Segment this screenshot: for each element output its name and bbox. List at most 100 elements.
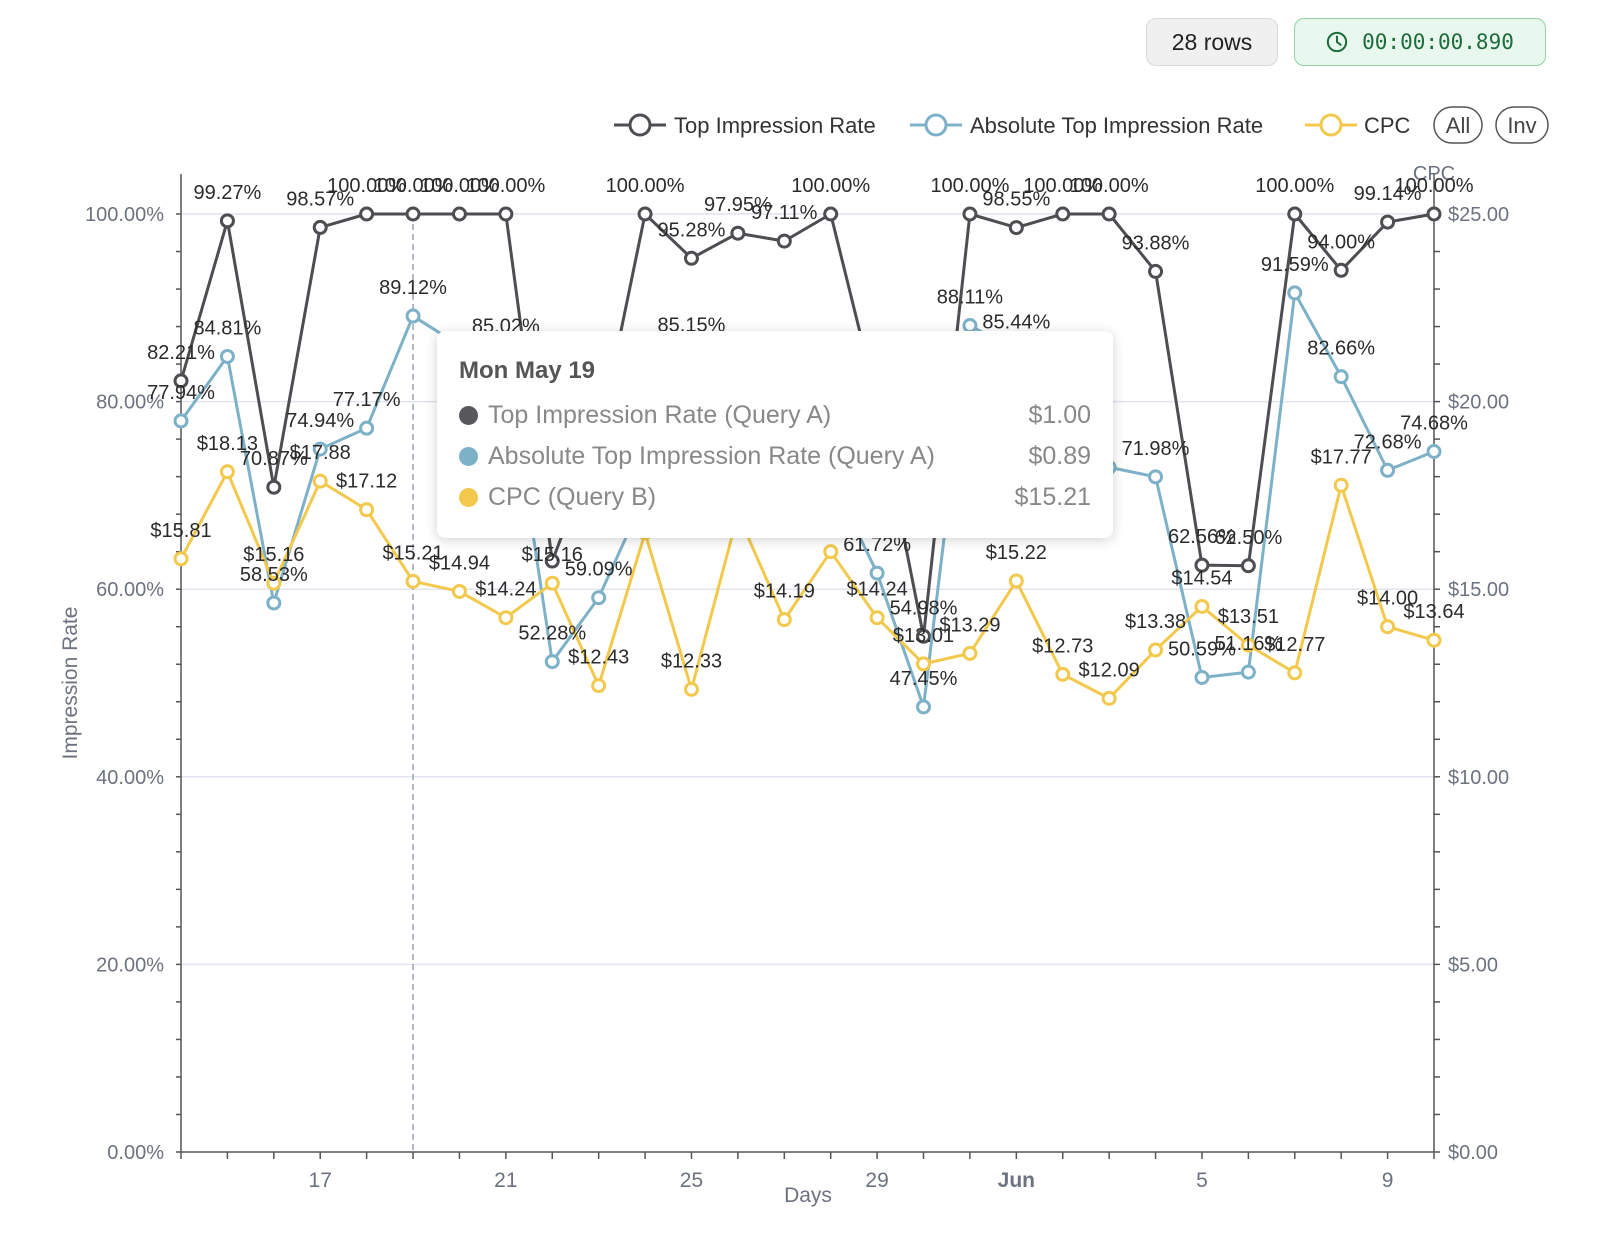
data-point[interactable] <box>591 590 607 606</box>
data-point[interactable] <box>1333 262 1349 278</box>
data-point[interactable] <box>1333 477 1349 493</box>
data-point[interactable] <box>544 553 560 569</box>
data-point[interactable] <box>1333 369 1349 385</box>
legend-all-button[interactable]: All <box>1433 106 1483 144</box>
data-point[interactable] <box>869 565 885 581</box>
legend-item[interactable]: CPC <box>1305 113 1411 138</box>
clock-icon <box>1326 31 1348 53</box>
data-point[interactable] <box>266 479 282 495</box>
legend-item[interactable]: Top Impression Rate <box>614 113 876 138</box>
data-point[interactable] <box>1240 558 1256 574</box>
y-tick-label: 40.00% <box>96 767 164 789</box>
data-point[interactable] <box>962 206 978 222</box>
data-point[interactable] <box>916 656 932 672</box>
data-point[interactable] <box>1240 664 1256 680</box>
data-point[interactable] <box>823 544 839 560</box>
data-point[interactable] <box>219 213 235 229</box>
tooltip-dot <box>459 406 478 425</box>
data-label: 74.68% <box>1400 413 1468 435</box>
timer-label: 00:00:00.890 <box>1362 30 1514 54</box>
data-point[interactable] <box>683 681 699 697</box>
data-point[interactable] <box>869 610 885 626</box>
data-point[interactable] <box>1380 619 1396 635</box>
data-point[interactable] <box>591 678 607 694</box>
data-point[interactable] <box>451 583 467 599</box>
data-point[interactable] <box>173 413 189 429</box>
data-point[interactable] <box>544 654 560 670</box>
data-point[interactable] <box>916 699 932 715</box>
data-label: $14.00 <box>1357 588 1418 610</box>
data-point[interactable] <box>962 318 978 334</box>
data-point[interactable] <box>776 612 792 628</box>
data-point[interactable] <box>1055 206 1071 222</box>
data-point[interactable] <box>1148 263 1164 279</box>
data-point[interactable] <box>1148 469 1164 485</box>
data-label: $12.73 <box>1032 635 1093 657</box>
data-point[interactable] <box>1426 206 1442 222</box>
legend-inv-button[interactable]: Inv <box>1495 106 1549 144</box>
data-point[interactable] <box>312 219 328 235</box>
data-point[interactable] <box>683 250 699 266</box>
data-point[interactable] <box>219 464 235 480</box>
data-point[interactable] <box>498 206 514 222</box>
data-point[interactable] <box>1240 637 1256 653</box>
data-point[interactable] <box>1426 632 1442 648</box>
data-point[interactable] <box>730 225 746 241</box>
data-point[interactable] <box>544 575 560 591</box>
data-point[interactable] <box>405 206 421 222</box>
data-point[interactable] <box>1380 214 1396 230</box>
y-tick-label: 100.00% <box>85 204 164 226</box>
tooltip-dot <box>459 488 478 507</box>
data-point[interactable] <box>1287 285 1303 301</box>
data-point[interactable] <box>1194 557 1210 573</box>
data-label: 52.28% <box>518 623 586 645</box>
data-point[interactable] <box>405 308 421 324</box>
data-point[interactable] <box>173 373 189 389</box>
data-point[interactable] <box>451 206 467 222</box>
data-point[interactable] <box>312 441 328 457</box>
data-label: 95.28% <box>658 219 726 241</box>
data-point[interactable] <box>1287 206 1303 222</box>
data-point[interactable] <box>266 595 282 611</box>
y2-tick-label: $20.00 <box>1448 392 1509 414</box>
data-point[interactable] <box>405 573 421 589</box>
data-point[interactable] <box>1194 669 1210 685</box>
y-tick-label: 20.00% <box>96 954 164 976</box>
data-point[interactable] <box>219 348 235 364</box>
data-point[interactable] <box>498 610 514 626</box>
data-point[interactable] <box>1008 573 1024 589</box>
data-point[interactable] <box>1101 690 1117 706</box>
data-point[interactable] <box>1008 220 1024 236</box>
pill-outline <box>1433 106 1483 144</box>
legend-item[interactable]: Absolute Top Impression Rate <box>910 113 1263 138</box>
x-tick-label: Jun <box>998 1169 1035 1192</box>
data-label: 77.17% <box>333 389 401 411</box>
data-point[interactable] <box>1148 642 1164 658</box>
data-point[interactable] <box>266 575 282 591</box>
data-point[interactable] <box>1287 665 1303 681</box>
data-point[interactable] <box>1055 666 1071 682</box>
data-label: 100.00% <box>374 175 453 197</box>
data-label: $13.01 <box>893 625 954 647</box>
data-point[interactable] <box>359 502 375 518</box>
data-point[interactable] <box>359 206 375 222</box>
data-point[interactable] <box>359 420 375 436</box>
data-point[interactable] <box>1194 598 1210 614</box>
data-label: 100.00% <box>466 175 545 197</box>
data-point[interactable] <box>776 233 792 249</box>
data-label: 100.00% <box>420 175 499 197</box>
data-point[interactable] <box>962 645 978 661</box>
data-label: $13.38 <box>1125 611 1186 633</box>
data-point[interactable] <box>916 628 932 644</box>
data-point[interactable] <box>1426 444 1442 460</box>
data-point[interactable] <box>823 206 839 222</box>
data-point[interactable] <box>1101 206 1117 222</box>
data-label: $12.77 <box>1264 634 1325 656</box>
data-label: 51.16% <box>1214 633 1282 655</box>
data-point[interactable] <box>173 551 189 567</box>
data-point[interactable] <box>637 206 653 222</box>
data-point[interactable] <box>1380 462 1396 478</box>
data-point[interactable] <box>312 473 328 489</box>
y-tick-label: 60.00% <box>96 579 164 601</box>
